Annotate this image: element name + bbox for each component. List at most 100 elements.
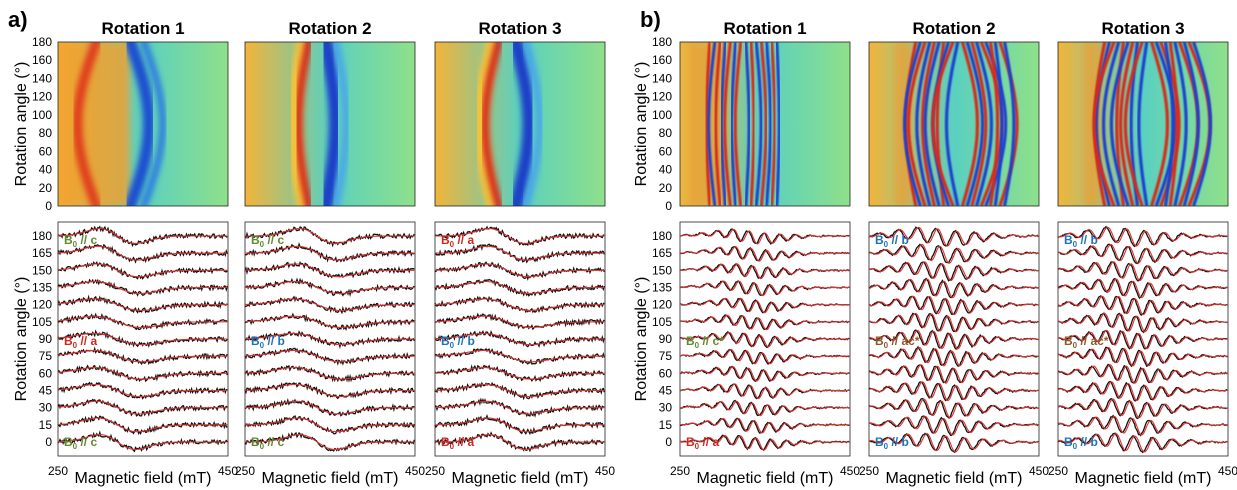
rotation-title: Rotation 3	[478, 19, 561, 38]
series-simulation-line	[679, 314, 850, 331]
y-tick-label: 120	[652, 90, 672, 104]
orientation-label: B0 // c	[64, 233, 97, 249]
orientation-label-text: // c	[77, 435, 97, 449]
orientation-label: B0 // ac*	[1064, 334, 1109, 350]
rotation-title: Rotation 2	[288, 19, 371, 38]
y-tick-label: 60	[659, 144, 673, 158]
y-axis-label: Rotation angle (°)	[633, 62, 650, 187]
heatmap-band	[915, 42, 932, 206]
series-simulation-line	[868, 347, 1039, 367]
trace-panel-b-rot3: B0 // bB0 // ac*B0 // b	[1057, 221, 1229, 457]
heatmap-band	[522, 42, 544, 206]
heatmap-band	[984, 42, 1008, 206]
series-experiment-line	[244, 295, 415, 315]
orientation-label-b: B	[875, 233, 884, 247]
orientation-label-text: // b	[888, 435, 909, 449]
y-tick-label: 45	[659, 384, 673, 398]
orientation-label: B0 // a	[686, 435, 719, 451]
y-tick-label: 0	[665, 199, 672, 213]
series-experiment-line	[244, 277, 415, 298]
heatmap-a-rot3	[434, 41, 606, 207]
orientation-label-text: // b	[1077, 233, 1098, 247]
heatmap-band	[72, 42, 102, 206]
orientation-label-sub: 0	[73, 240, 78, 249]
series-simulation-line	[679, 435, 850, 451]
series-simulation-line	[245, 434, 415, 450]
series-simulation-line	[245, 315, 415, 329]
series-simulation-line	[680, 383, 850, 400]
y-tick-label: 20	[659, 181, 673, 195]
orientation-label-sub: 0	[450, 240, 455, 249]
y-tick-label: 140	[652, 71, 672, 85]
heatmap-a-rot2	[244, 41, 416, 207]
series-simulation-line	[435, 280, 605, 295]
heatmap-band	[931, 42, 955, 206]
heatmap-frame	[244, 41, 416, 207]
y-tick-label: 120	[32, 90, 52, 104]
series-simulation-line	[1057, 261, 1228, 281]
series-simulation-line	[57, 280, 228, 295]
heatmap-band	[744, 42, 751, 206]
series-experiment-line	[244, 431, 415, 452]
y-tick-label: 40	[39, 163, 53, 177]
heatmap-band	[723, 42, 732, 206]
x-tick-label: 450	[595, 464, 615, 478]
orientation-label: B0 // a	[441, 435, 474, 451]
series-simulation-line	[868, 415, 1039, 436]
y-axis-label: Rotation angle (°)	[13, 62, 30, 187]
series-simulation-line	[435, 263, 605, 278]
heatmap-b-rot2	[868, 41, 1040, 207]
series-simulation-line	[245, 280, 415, 295]
series-simulation-line	[435, 245, 605, 261]
rotation-title: Rotation 1	[723, 19, 806, 38]
heatmap-band	[1163, 42, 1175, 206]
y-tick-label: 30	[39, 401, 53, 415]
orientation-label-sub: 0	[695, 341, 700, 350]
heatmap-band	[993, 42, 1004, 206]
series-simulation-line	[435, 332, 605, 346]
orientation-label-sub: 0	[884, 442, 889, 451]
heatmap-band	[1119, 42, 1135, 206]
series-simulation-line	[245, 332, 415, 346]
heatmap-band	[988, 42, 1000, 206]
orientation-label: B0 // b	[875, 233, 909, 249]
y-tick-label: 160	[652, 53, 672, 67]
x-axis-label: Magnetic field (mT)	[1075, 470, 1212, 487]
x-axis-label: Magnetic field (mT)	[452, 470, 589, 487]
y-tick-label: 150	[652, 263, 672, 277]
orientation-label-text: // a	[454, 233, 474, 247]
heatmap-band	[705, 42, 712, 206]
heatmap-band	[58, 42, 130, 206]
y-tick-label: 60	[39, 144, 53, 158]
orientation-label-b: B	[251, 334, 260, 348]
trace-panel-b-rot1: B0 // c*B0 // a	[679, 221, 851, 457]
y-axis-label: Rotation angle (°)	[633, 277, 650, 402]
x-tick-label: 450	[405, 464, 425, 478]
x-tick-label: 250	[48, 464, 68, 478]
y-tick-label: 15	[659, 418, 673, 432]
series-simulation-line	[868, 364, 1039, 384]
trace-panel-a-rot2: B0 // cB0 // bB0 // c	[244, 221, 416, 457]
y-tick-label: 165	[32, 246, 52, 260]
series-simulation-line	[679, 366, 850, 382]
series-simulation-line	[245, 263, 415, 278]
heatmap-frame	[434, 41, 606, 207]
orientation-label-b: B	[64, 435, 73, 449]
series-simulation-line	[57, 367, 228, 380]
series-experiment-line	[434, 329, 605, 348]
series-simulation-line	[868, 278, 1039, 299]
series-simulation-line	[680, 246, 850, 262]
y-tick-label: 135	[652, 281, 672, 295]
series-simulation-line	[435, 400, 605, 415]
series-experiment-line	[57, 243, 228, 264]
heatmap-band	[707, 42, 717, 206]
series-simulation-line	[245, 367, 415, 380]
series-experiment-line	[1057, 243, 1228, 265]
series-simulation-line	[58, 245, 228, 261]
y-tick-label: 105	[32, 315, 52, 329]
x-axis-label: Magnetic field (mT)	[75, 470, 212, 487]
heatmap-band	[970, 42, 988, 206]
y-tick-label: 180	[652, 35, 672, 49]
x-tick-label: 250	[235, 464, 255, 478]
